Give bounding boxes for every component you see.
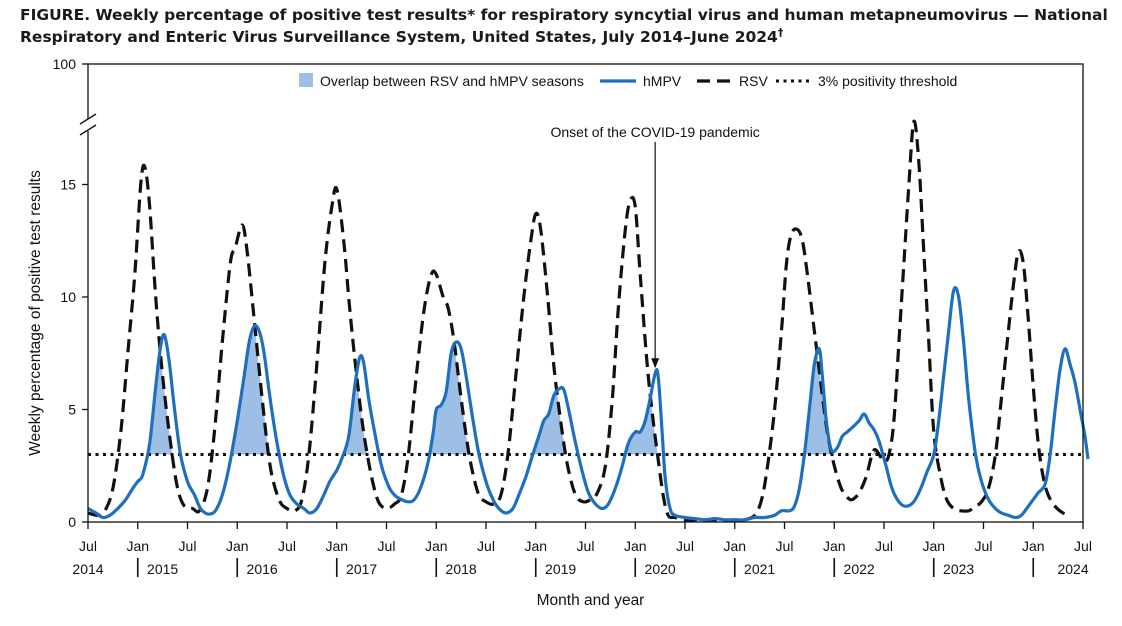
covid-annotation-arrowhead xyxy=(651,358,660,369)
x-year-label: 2015 xyxy=(147,561,178,577)
covid-annotation: Onset of the COVID-19 pandemic xyxy=(550,124,760,369)
figure-title: FIGURE. Weekly percentage of positive te… xyxy=(20,4,1115,48)
x-tick-label: Jul xyxy=(577,538,595,554)
y-tick-label: 15 xyxy=(60,177,76,193)
x-year-label: 2024 xyxy=(1057,561,1088,577)
x-tick-label: Jan xyxy=(823,538,846,554)
x-year-label: 2023 xyxy=(943,561,974,577)
x-tick-label: Jul xyxy=(776,538,794,554)
x-axis-label: Month and year xyxy=(537,592,645,609)
x-tick-label: Jul xyxy=(975,538,993,554)
x-year-label: 2022 xyxy=(844,561,875,577)
x-tick-label: Jul xyxy=(278,538,296,554)
figure-title-text: Weekly percentage of positive test resul… xyxy=(20,6,1108,46)
overlap-area xyxy=(429,345,469,455)
overlap-area xyxy=(625,397,658,455)
legend-swatch-overlap xyxy=(299,73,313,87)
y-tick-label: 0 xyxy=(68,514,76,530)
y-axis-break-gap xyxy=(85,119,91,131)
series-line-hmpv xyxy=(87,286,1090,522)
x-axis: Jul Jan Jul Jan Jul Jan Jul Jan Jul Jan Jul Jan Jul J… xyxy=(72,522,1092,577)
y-tick-label: 5 xyxy=(68,402,76,418)
legend-label-hmpv: hMPV xyxy=(643,73,682,89)
x-tick-label: Jul xyxy=(179,538,197,554)
x-year-label: 2017 xyxy=(346,561,377,577)
x-year-label: 2019 xyxy=(545,561,576,577)
x-tick-label: Jul xyxy=(378,538,396,554)
x-year-label: 2018 xyxy=(446,561,477,577)
figure-label: FIGURE xyxy=(20,6,85,24)
x-tick-label: Jul xyxy=(1074,538,1092,554)
x-tick-label: Jan xyxy=(524,538,547,554)
x-year-label: 2014 xyxy=(72,561,103,577)
x-tick-label: Jan xyxy=(723,538,746,554)
x-tick-label: Jan xyxy=(425,538,448,554)
x-year-label: 2016 xyxy=(247,561,278,577)
x-year-label: 2020 xyxy=(645,561,676,577)
x-tick-label: Jul xyxy=(676,538,694,554)
covid-annotation-text: Onset of the COVID-19 pandemic xyxy=(550,124,759,140)
y-tick-label: 100 xyxy=(53,56,77,72)
series-line-rsv xyxy=(87,119,1072,523)
legend-label-rsv: RSV xyxy=(739,73,768,89)
figure-title-dagger: † xyxy=(777,25,784,39)
x-tick-label: Jan xyxy=(922,538,945,554)
y-axis-label: Weekly percentage of positive test resul… xyxy=(27,170,44,456)
y-tick-label: 10 xyxy=(60,289,76,305)
y-axis: 0 5 10 15 100 xyxy=(53,56,88,530)
legend-label-overlap: Overlap between RSV and hMPV seasons xyxy=(320,73,584,89)
x-year-label: 2021 xyxy=(744,561,775,577)
x-tick-label: Jul xyxy=(477,538,495,554)
overlap-area xyxy=(231,326,269,455)
x-tick-label: Jan xyxy=(226,538,249,554)
x-tick-label: Jan xyxy=(325,538,348,554)
legend: Overlap between RSV and hMPV seasons hMP… xyxy=(299,73,957,89)
overlap-area xyxy=(804,355,832,455)
y-axis-break-marks xyxy=(79,113,97,136)
x-tick-label: Jan xyxy=(126,538,149,554)
legend-label-threshold: 3% positivity threshold xyxy=(818,73,957,89)
figure-title-separator: . xyxy=(84,6,96,24)
x-tick-label: Jul xyxy=(79,538,97,554)
x-tick-label: Jul xyxy=(875,538,893,554)
x-tick-label: Jan xyxy=(624,538,647,554)
x-tick-label: Jan xyxy=(1022,538,1045,554)
overlap-area xyxy=(147,350,173,455)
